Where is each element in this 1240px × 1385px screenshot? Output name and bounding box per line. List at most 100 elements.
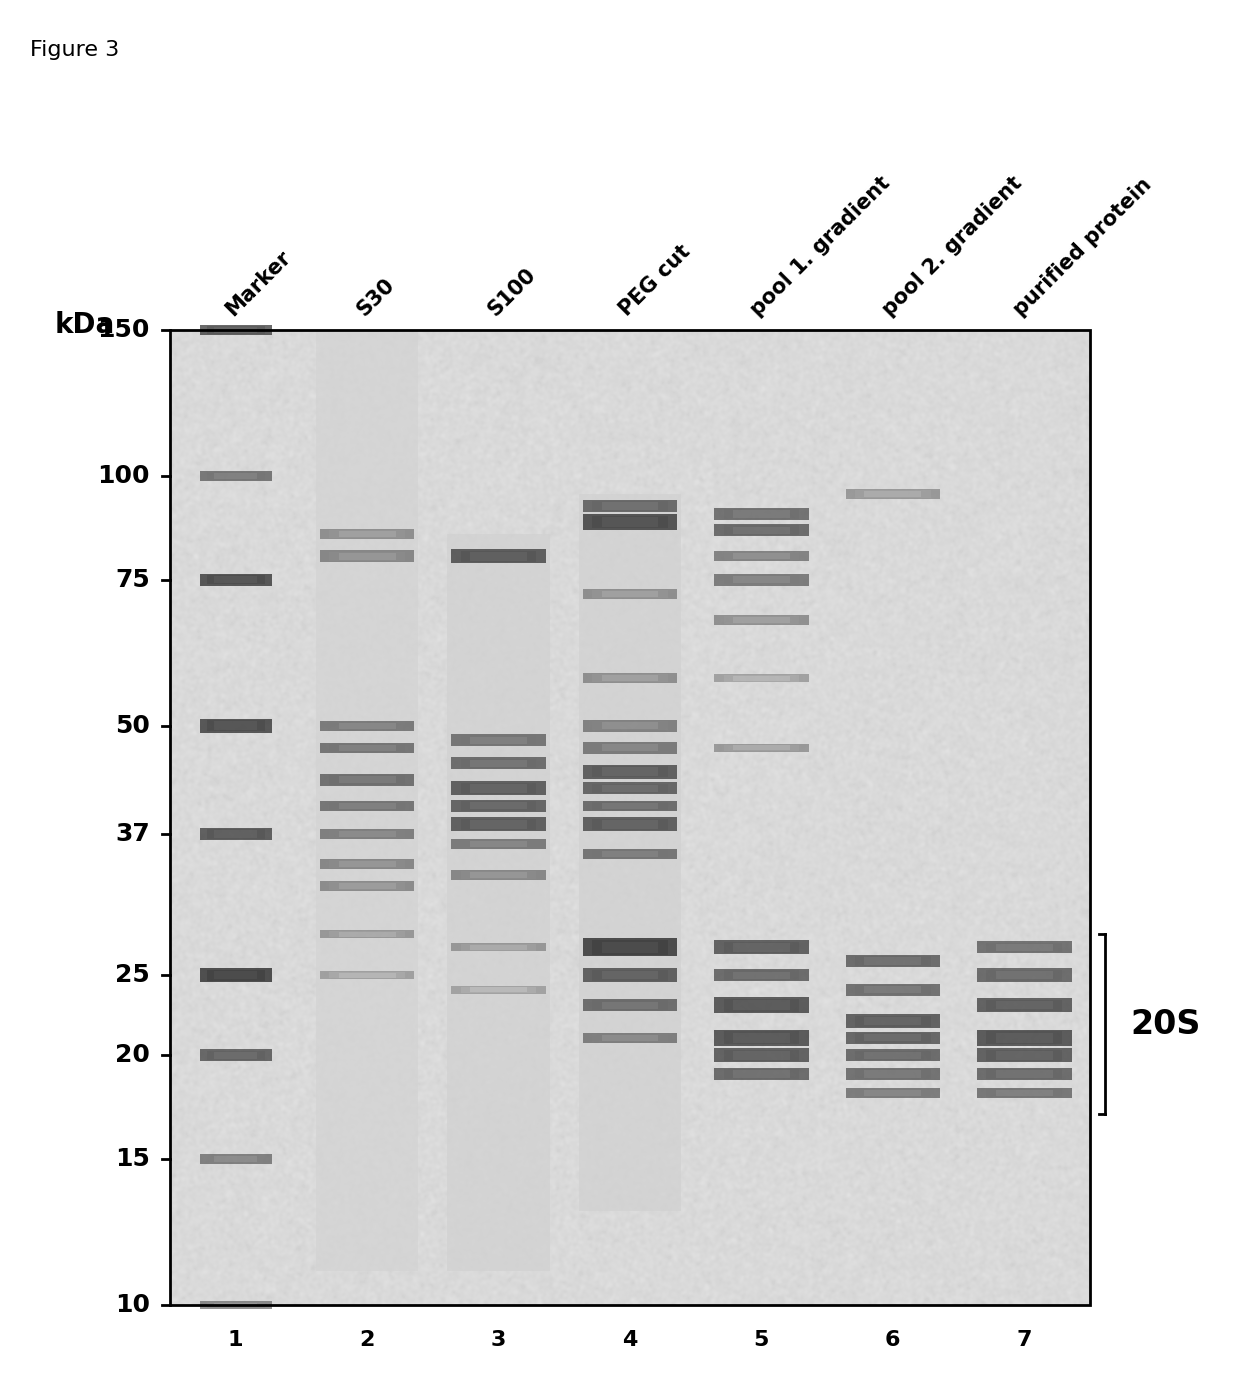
Bar [451,734,546,747]
Bar [987,1000,1063,1011]
Text: S30: S30 [353,274,398,320]
Bar [470,553,527,561]
Bar [451,758,546,770]
Bar [470,760,527,767]
Bar [977,1068,1071,1080]
Bar [864,1071,921,1078]
Bar [601,820,658,828]
Bar [461,986,537,993]
Bar [714,525,808,536]
Bar [470,945,527,950]
Bar [451,943,546,951]
Bar [733,526,790,533]
Text: 3: 3 [491,1330,506,1350]
Bar [215,327,258,332]
Bar [200,828,272,839]
Bar [200,968,272,982]
Bar [470,988,527,992]
Text: pool 2. gradient: pool 2. gradient [879,173,1025,320]
Bar [733,745,790,751]
Bar [593,515,668,529]
Text: purified protein: purified protein [1011,175,1156,320]
Bar [846,489,940,500]
Bar [733,676,790,681]
Bar [846,1014,940,1028]
Bar [593,720,668,730]
Bar [856,985,931,994]
Bar [330,830,405,838]
Bar [583,673,677,683]
Bar [215,1051,258,1060]
Bar [330,860,405,868]
Bar [339,831,396,837]
Bar [207,1051,264,1061]
Text: S100: S100 [485,265,539,320]
Bar [724,1032,800,1044]
Bar [583,817,677,831]
Bar [593,850,668,857]
Bar [856,1090,931,1097]
Bar [470,802,527,809]
Bar [215,971,258,979]
Bar [579,494,681,1210]
Bar [724,553,800,561]
Bar [977,1030,1071,1046]
Bar [461,871,537,879]
Bar [461,839,537,848]
Bar [215,831,258,838]
Bar [320,830,414,839]
Bar [601,971,658,979]
Bar [864,1035,921,1042]
Bar [724,1050,800,1061]
Bar [451,801,546,812]
Bar [733,510,790,518]
Bar [461,735,537,745]
Bar [583,589,677,600]
Bar [977,1048,1071,1062]
Bar [733,576,790,583]
Bar [470,873,527,878]
Bar [593,590,668,598]
Bar [330,931,405,938]
Bar [856,490,931,499]
Text: 15: 15 [115,1147,150,1170]
Bar [714,551,808,561]
Bar [864,957,921,964]
Bar [470,820,527,828]
Bar [987,1050,1063,1061]
Bar [339,861,396,867]
Bar [977,999,1071,1012]
Text: 150: 150 [98,319,150,342]
Bar [207,472,264,481]
Bar [339,532,396,537]
Bar [470,841,527,846]
Text: 75: 75 [115,568,150,591]
Bar [583,720,677,731]
Bar [856,1033,931,1043]
Bar [207,969,264,981]
Bar [330,722,405,730]
Bar [846,983,940,996]
Bar [601,1001,658,1008]
Bar [339,932,396,936]
Bar [583,514,677,530]
Bar [207,1155,264,1163]
Bar [864,492,921,497]
Bar [207,1302,264,1309]
Bar [320,801,414,810]
Bar [856,1051,931,1061]
Bar [451,986,546,994]
Bar [601,803,658,809]
Bar [724,674,800,681]
Text: 6: 6 [885,1330,900,1350]
Bar [451,781,546,795]
Bar [200,325,272,335]
Bar [593,766,668,777]
Bar [451,817,546,831]
Bar [451,550,546,564]
Bar [330,530,405,539]
Bar [320,774,414,785]
Bar [461,819,537,830]
Bar [987,1090,1063,1097]
Bar [593,742,668,752]
